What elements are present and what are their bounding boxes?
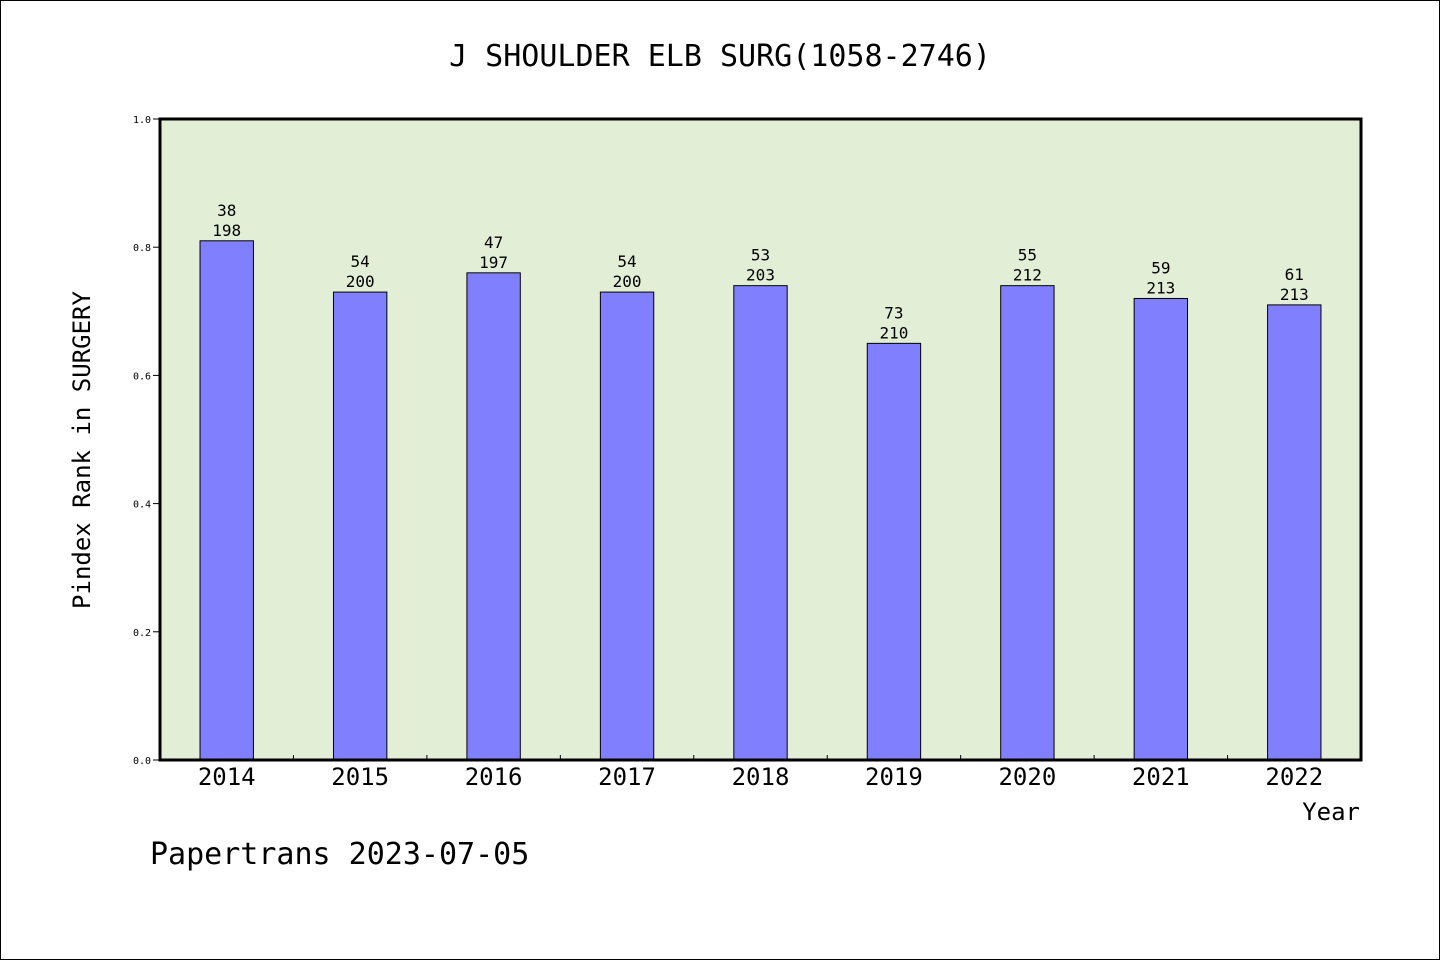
bar-rank-label: 73	[884, 303, 903, 322]
bar-2017	[599, 291, 655, 761]
y-tick-label: 0.6	[133, 371, 151, 382]
x-tick-label: 2016	[465, 763, 523, 791]
footer-text: Papertrans 2023-07-05	[150, 837, 529, 872]
plot-border	[158, 117, 1363, 762]
y-tick-label: 0.8	[133, 243, 151, 254]
bar-total-label: 198	[212, 221, 241, 240]
bar-rank-label: 54	[351, 252, 370, 271]
bar-2016	[466, 272, 521, 761]
y-axis-label: Pindex Rank in SURGERY	[68, 291, 96, 609]
bar-rank-label: 59	[1151, 258, 1170, 277]
bar-total-label: 210	[879, 323, 908, 342]
x-tick-label: 2022	[1265, 763, 1323, 791]
bar-total-label: 213	[1146, 278, 1175, 297]
bar-rank-label: 54	[617, 252, 636, 271]
bar-2014	[199, 240, 254, 761]
y-tick-label: 1.0	[133, 115, 151, 126]
x-tick-label: 2014	[198, 763, 256, 791]
bar-total-label: 200	[613, 272, 642, 291]
bar-2021	[1133, 297, 1189, 761]
bar-total-label: 212	[1013, 266, 1042, 285]
bar-rank-label: 38	[217, 201, 236, 220]
y-tick-label: 0.2	[133, 628, 151, 639]
x-tick-label: 2017	[598, 763, 656, 791]
x-tick-label: 2020	[998, 763, 1056, 791]
x-tick-label: 2021	[1132, 763, 1190, 791]
bar-total-label: 203	[746, 266, 775, 285]
bar-rank-label: 55	[1018, 246, 1037, 265]
bar-2022	[1267, 304, 1322, 761]
y-tick-label: 0.0	[133, 756, 151, 767]
bar-2018	[733, 285, 788, 761]
bar-rank-label: 53	[751, 246, 770, 265]
bar-rank-label: 47	[484, 233, 503, 252]
y-tick-label: 0.4	[133, 500, 151, 511]
x-tick-label: 2015	[331, 763, 389, 791]
bar-total-label: 197	[479, 253, 508, 272]
bar-rank-label: 61	[1285, 265, 1304, 284]
chart-title: J SHOULDER ELB SURG(1058-2746)	[449, 39, 991, 74]
x-tick-label: 2018	[732, 763, 790, 791]
bar-2015	[332, 291, 388, 761]
bar-2020	[1000, 285, 1055, 761]
bar-total-label: 200	[346, 272, 375, 291]
x-axis-label: Year	[1302, 798, 1360, 826]
bar-total-label: 213	[1280, 285, 1309, 304]
bar-2019	[866, 342, 922, 761]
x-tick-label: 2019	[865, 763, 923, 791]
